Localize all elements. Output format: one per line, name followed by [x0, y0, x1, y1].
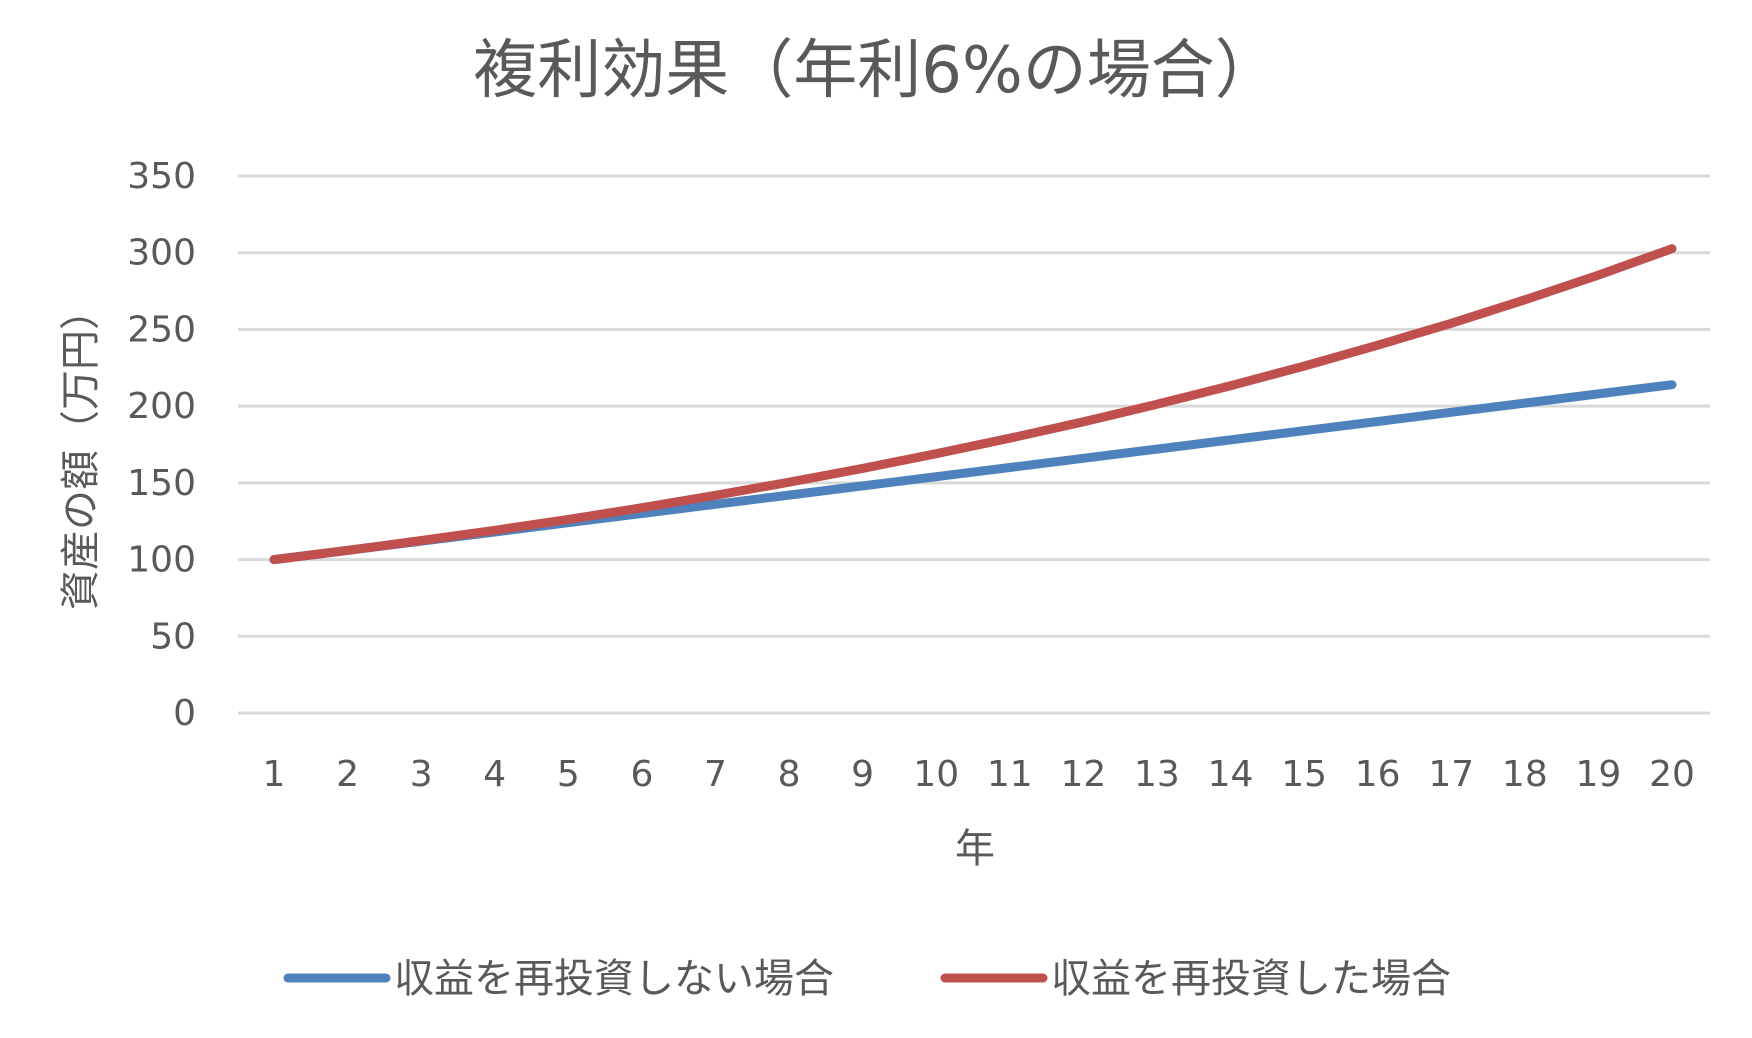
- y-tick-label: 150: [127, 463, 196, 504]
- x-tick-label: 14: [1208, 754, 1254, 795]
- y-tick-label: 200: [127, 386, 196, 427]
- x-tick-label: 6: [630, 754, 653, 795]
- legend: 収益を再投資しない場合 収益を再投資した場合: [283, 956, 1451, 1002]
- y-tick-label: 350: [127, 156, 196, 197]
- x-tick-label: 5: [557, 754, 580, 795]
- series-lines: [269, 244, 1677, 565]
- legend-label: 収益を再投資した場合: [1051, 956, 1451, 1002]
- y-axis-title: 資産の額（万円）: [58, 290, 104, 610]
- x-tick-label: 1: [263, 754, 286, 795]
- x-tick-labels: 1 2 3 4 5 6 7 8 9 10 11 12 13 14 15 16 17 18 19 20: [263, 754, 1695, 795]
- y-tick-label: 300: [127, 233, 196, 274]
- chart-title: 複利効果（年利6%の場合）: [473, 34, 1279, 108]
- x-tick-label: 9: [851, 754, 874, 795]
- y-tick-label: 100: [127, 540, 196, 581]
- y-tick-labels: 0 50 100 150 200 250 300 350: [127, 156, 196, 734]
- x-tick-label: 4: [483, 754, 506, 795]
- x-tick-label: 19: [1576, 754, 1622, 795]
- x-tick-label: 10: [913, 754, 959, 795]
- x-tick-label: 7: [704, 754, 727, 795]
- x-tick-label: 18: [1502, 754, 1548, 795]
- y-tick-label: 250: [127, 309, 196, 350]
- legend-item-2: 収益を再投資した場合: [940, 956, 1451, 1002]
- series-line-2: [269, 244, 1677, 565]
- x-tick-label: 16: [1355, 754, 1401, 795]
- x-tick-label: 8: [778, 754, 801, 795]
- gridlines: [238, 174, 1710, 715]
- x-tick-label: 13: [1134, 754, 1180, 795]
- legend-label: 収益を再投資しない場合: [394, 956, 834, 1002]
- x-tick-label: 3: [410, 754, 433, 795]
- x-tick-label: 2: [336, 754, 359, 795]
- x-tick-label: 17: [1428, 754, 1474, 795]
- x-tick-label: 11: [987, 754, 1033, 795]
- x-tick-label: 12: [1060, 754, 1106, 795]
- y-tick-label: 0: [173, 693, 196, 734]
- x-tick-label: 20: [1649, 754, 1695, 795]
- legend-item-1: 収益を再投資しない場合: [283, 956, 834, 1002]
- x-tick-label: 15: [1281, 754, 1327, 795]
- y-tick-label: 50: [150, 616, 196, 657]
- x-axis-title: 年: [955, 826, 995, 872]
